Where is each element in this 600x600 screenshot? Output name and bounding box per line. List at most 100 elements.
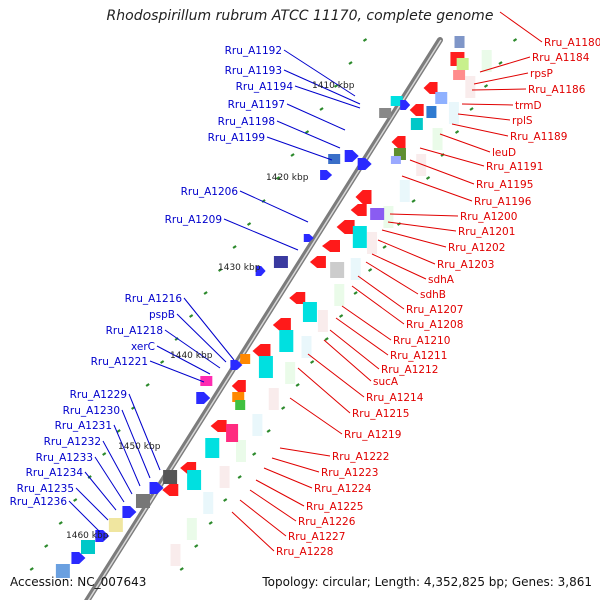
gene-label-reverse: sdhB (420, 289, 446, 301)
feature-band (416, 154, 427, 176)
reverse-gene-arrow (252, 344, 271, 358)
reverse-gene-arrow (162, 484, 179, 496)
label-connector (255, 479, 305, 507)
position-tick-label: 1430 kbp (218, 263, 261, 273)
gene-label-reverse: Rru_A1215 (352, 408, 409, 420)
gene-block (187, 470, 202, 490)
feature-band (399, 180, 410, 202)
position-tick-label: 1440 kbp (170, 351, 213, 361)
tick-mark (367, 268, 373, 272)
label-connector (329, 329, 380, 370)
feature-band (432, 128, 443, 150)
tick-mark (290, 153, 295, 157)
reverse-gene-arrow (350, 204, 367, 216)
tick-mark (160, 360, 165, 364)
forward-gene-arrow (357, 158, 372, 170)
label-connector (102, 440, 133, 495)
gene-label-forward: pspB (149, 309, 175, 321)
feature-band (334, 284, 345, 306)
gene-label-reverse: Rru_A1226 (298, 516, 356, 528)
gene-label-reverse: Rru_A1212 (381, 364, 438, 376)
label-connector (351, 285, 405, 325)
gene-label-forward: Rru_A1235 (17, 483, 74, 495)
label-connector (401, 175, 473, 202)
tick-mark (304, 130, 310, 134)
label-connector (223, 218, 299, 251)
gene-label-reverse: Rru_A1184 (532, 52, 590, 64)
reverse-gene-arrow (391, 136, 406, 148)
tick-mark (333, 84, 339, 88)
feature-band (219, 466, 230, 488)
gene-label-forward: Rru_A1198 (218, 116, 275, 128)
gene-block (453, 70, 466, 80)
genome-backbone (84, 37, 443, 600)
label-connector (341, 305, 392, 341)
label-connector (479, 56, 531, 73)
tick-mark (116, 429, 121, 433)
gene-block (55, 564, 70, 578)
reverse-gene-arrow (289, 292, 306, 304)
gene-label-reverse: rpsP (530, 68, 553, 80)
tick-mark (246, 222, 252, 226)
gene-label-reverse: Rru_A1210 (393, 335, 450, 347)
label-connector (239, 190, 309, 223)
reverse-gene-arrow (423, 82, 438, 94)
gene-block (205, 438, 220, 458)
gene-block (135, 494, 150, 508)
label-connector (451, 123, 509, 137)
label-connector (94, 456, 125, 503)
gene-label-forward: Rru_A1193 (225, 65, 282, 77)
gene-label-reverse: Rru_A1203 (437, 259, 494, 271)
label-connector (471, 88, 527, 91)
gene-label-reverse: Rru_A1189 (510, 131, 567, 143)
gene-label-forward: Rru_A1230 (63, 405, 120, 417)
map-title: Rhodospirillum rubrum ATCC 11170, comple… (106, 8, 494, 24)
label-connector (461, 103, 514, 106)
label-connector (365, 261, 419, 295)
tick-mark (223, 498, 228, 502)
feature-band (236, 440, 246, 462)
gene-label-forward: Rru_A1236 (10, 496, 68, 508)
label-connector (377, 239, 436, 265)
label-connector (439, 133, 491, 153)
label-connector (387, 221, 457, 232)
feature-band (383, 206, 394, 228)
genome-backbone-highlight (87, 39, 442, 600)
label-connector (113, 424, 141, 487)
label-connector (68, 500, 101, 533)
tick-mark (310, 360, 315, 364)
label-connector (335, 317, 389, 356)
feature-band (285, 362, 296, 384)
gene-label-forward: xerC (131, 341, 155, 353)
gene-label-reverse: Rru_A1207 (406, 304, 463, 316)
label-connector (279, 447, 331, 457)
tick-mark (58, 521, 63, 525)
gene-block (426, 106, 437, 118)
gene-label-forward: Rru_A1233 (36, 452, 93, 464)
label-connector (297, 367, 351, 414)
forward-gene-arrow (344, 150, 359, 162)
gene-label-forward: Rru_A1199 (208, 132, 265, 144)
gene-block (258, 356, 273, 378)
gene-label-reverse: rplS (512, 115, 533, 127)
reverse-gene-arrow (309, 256, 326, 268)
gene-block (370, 208, 385, 220)
tick-mark (483, 84, 489, 88)
tick-mark (252, 452, 257, 456)
label-connector (499, 11, 543, 43)
gene-label-reverse: sdhA (428, 274, 455, 286)
tick-mark (454, 130, 460, 134)
tick-mark (73, 498, 78, 502)
feature-band (268, 388, 279, 410)
label-connector (283, 69, 361, 105)
gene-label-reverse: Rru_A1223 (321, 467, 378, 479)
tick-mark (189, 314, 194, 318)
label-connector (239, 499, 287, 537)
gene-label-reverse: Rru_A1227 (288, 531, 345, 543)
reverse-gene-arrow (231, 380, 246, 392)
label-connector (457, 113, 511, 121)
gene-block (328, 154, 341, 164)
forward-gene-arrow (71, 552, 86, 564)
position-tick-label: 1420 kbp (266, 173, 309, 183)
